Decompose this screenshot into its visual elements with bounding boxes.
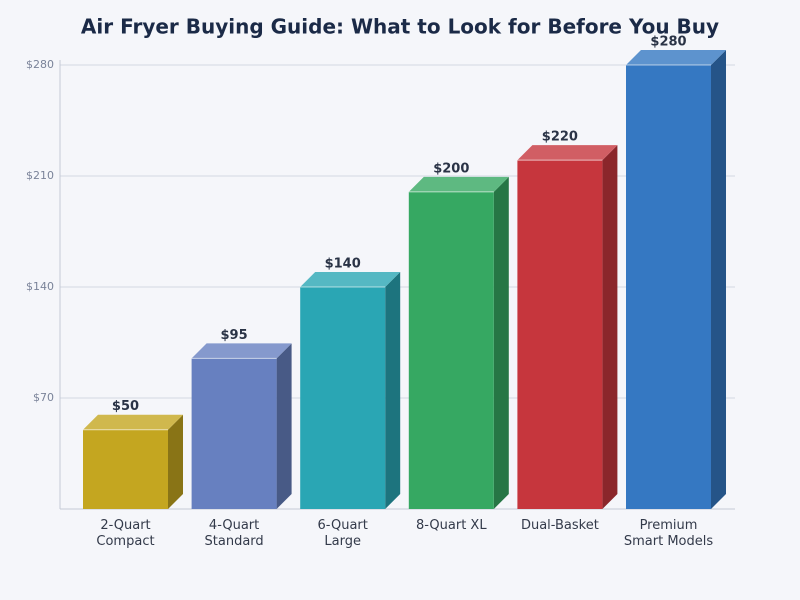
- value-label: $220: [542, 130, 578, 145]
- bar-side: [276, 343, 292, 509]
- value-label: $50: [112, 399, 139, 414]
- bar-front: [408, 191, 494, 509]
- bar: [408, 176, 509, 509]
- x-tick-label-line: 4-Quart: [209, 518, 259, 533]
- bar-top: [517, 145, 618, 161]
- bar-front: [626, 65, 711, 509]
- x-tick-label-line: 2-Quart: [100, 518, 150, 533]
- value-label: $140: [325, 257, 361, 272]
- x-tick-label-line: Standard: [205, 534, 264, 549]
- bar-top: [83, 414, 183, 430]
- bar: [83, 414, 183, 509]
- bar: [191, 343, 292, 509]
- bar-top: [300, 272, 401, 287]
- y-tick-label: $140: [26, 280, 54, 293]
- x-tick-label-line: Compact: [96, 534, 154, 549]
- x-tick-label: Premium Smart Models: [624, 518, 713, 549]
- bar-side: [385, 272, 401, 509]
- bar: [300, 272, 401, 509]
- bar-top: [191, 343, 292, 359]
- bar-front: [191, 358, 277, 509]
- y-tick-label: $280: [26, 58, 54, 71]
- x-tick-label: 6-Quart Large: [318, 518, 368, 549]
- bar-side: [602, 145, 618, 509]
- x-tick-label-line: Dual-Basket: [521, 518, 599, 533]
- x-tick-label: 4-Quart Standard: [205, 518, 264, 549]
- chart-title: Air Fryer Buying Guide: What to Look for…: [81, 15, 719, 39]
- bar-top: [626, 50, 726, 65]
- y-tick-label: $70: [33, 391, 54, 404]
- x-tick-label-line: 8-Quart XL: [416, 518, 487, 533]
- x-tick-label-line: Smart Models: [624, 534, 713, 549]
- bar-front: [83, 429, 168, 509]
- bar-front: [300, 287, 386, 509]
- bar: [517, 145, 618, 509]
- value-label: $95: [221, 328, 248, 343]
- bar-front: [517, 160, 603, 509]
- y-tick-label: $210: [26, 169, 54, 182]
- x-tick-label: 8-Quart XL: [416, 518, 487, 533]
- x-tick-label: 2-Quart Compact: [96, 518, 154, 549]
- x-tick-label-line: Large: [324, 534, 361, 549]
- bar-top: [408, 176, 509, 192]
- bar-side: [711, 50, 726, 509]
- x-tick-label: Dual-Basket: [521, 518, 599, 533]
- x-tick-label-line: 6-Quart: [318, 518, 368, 533]
- value-label: $280: [650, 35, 686, 50]
- value-label: $200: [433, 161, 469, 176]
- x-tick-label-line: Premium: [640, 518, 698, 533]
- bar: [626, 50, 726, 509]
- bar-side: [493, 176, 509, 509]
- bar-side: [168, 414, 183, 509]
